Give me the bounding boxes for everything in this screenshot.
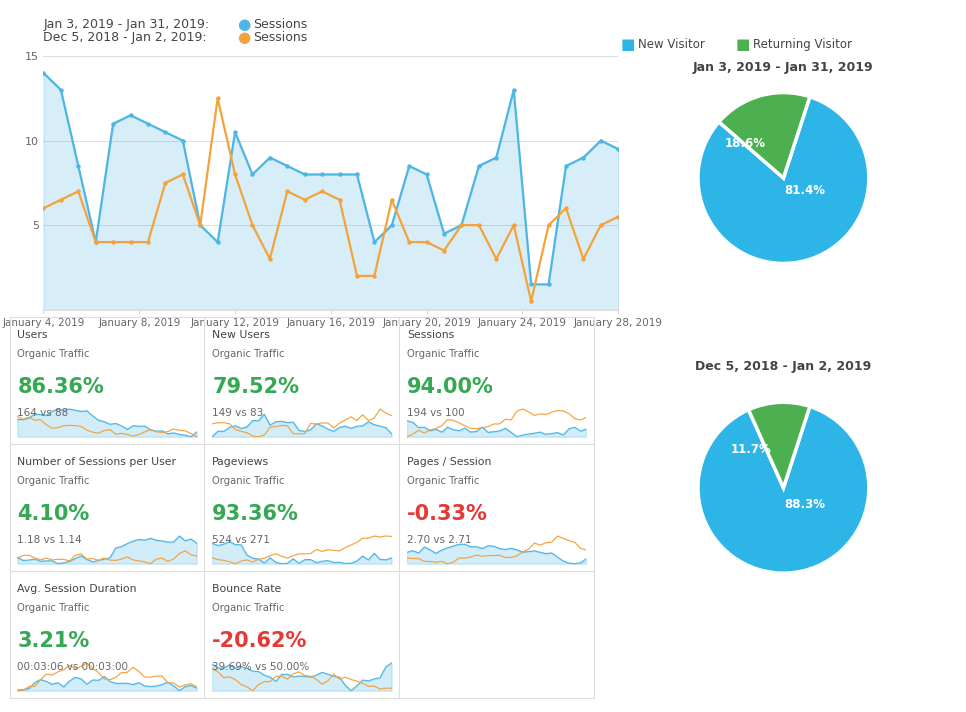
Text: 88.3%: 88.3% [784,498,825,511]
Text: Jan 3, 2019 - Jan 31, 2019:: Jan 3, 2019 - Jan 31, 2019: [43,19,210,31]
Text: 86.36%: 86.36% [17,377,104,397]
Text: 79.52%: 79.52% [213,377,299,397]
Text: ■: ■ [736,36,751,52]
Text: 3.21%: 3.21% [17,632,90,651]
Text: Organic Traffic: Organic Traffic [17,349,90,359]
Text: 524 vs 271: 524 vs 271 [213,535,270,545]
Text: Organic Traffic: Organic Traffic [17,476,90,486]
Text: Sessions: Sessions [407,330,454,340]
Text: Dec 5, 2018 - Jan 2, 2019:: Dec 5, 2018 - Jan 2, 2019: [43,31,207,43]
Text: Returning Visitor: Returning Visitor [753,38,852,51]
Text: ■: ■ [620,36,635,52]
Text: 39.69% vs 50.00%: 39.69% vs 50.00% [213,662,309,672]
Text: Bounce Rate: Bounce Rate [213,584,281,594]
Text: ●: ● [237,17,250,33]
Text: 1.18 vs 1.14: 1.18 vs 1.14 [17,535,82,545]
Text: Number of Sessions per User: Number of Sessions per User [17,456,177,466]
Text: New Visitor: New Visitor [638,38,704,51]
Text: 194 vs 100: 194 vs 100 [407,408,465,418]
Wedge shape [749,402,810,488]
Text: Organic Traffic: Organic Traffic [213,349,285,359]
Text: 11.7%: 11.7% [730,443,771,456]
Text: Pages / Session: Pages / Session [407,456,492,466]
Text: Organic Traffic: Organic Traffic [213,476,285,486]
Text: Jan 3, 2019 - Jan 31, 2019: Jan 3, 2019 - Jan 31, 2019 [694,61,873,74]
Text: Organic Traffic: Organic Traffic [407,476,479,486]
Text: 2.70 vs 2.71: 2.70 vs 2.71 [407,535,471,545]
Text: 164 vs 88: 164 vs 88 [17,408,69,418]
Wedge shape [698,407,868,573]
Text: 18.6%: 18.6% [724,137,765,150]
Text: Organic Traffic: Organic Traffic [17,603,90,613]
Text: 81.4%: 81.4% [784,184,825,197]
Text: 00:03:06 vs 00:03:00: 00:03:06 vs 00:03:00 [17,662,128,672]
Text: Pageviews: Pageviews [213,456,270,466]
Text: Organic Traffic: Organic Traffic [407,349,479,359]
Text: 93.36%: 93.36% [213,504,299,524]
Text: Avg. Session Duration: Avg. Session Duration [17,584,137,594]
Wedge shape [698,97,868,263]
Wedge shape [719,93,810,178]
Text: -20.62%: -20.62% [213,632,307,651]
Text: Users: Users [17,330,48,340]
Text: 149 vs 83: 149 vs 83 [213,408,264,418]
Text: Organic Traffic: Organic Traffic [213,603,285,613]
Text: Dec 5, 2018 - Jan 2, 2019: Dec 5, 2018 - Jan 2, 2019 [696,360,871,373]
Text: 94.00%: 94.00% [407,377,494,397]
Text: -0.33%: -0.33% [407,504,488,524]
Text: New Users: New Users [213,330,270,340]
Text: Sessions: Sessions [253,31,307,43]
Text: ●: ● [237,29,250,45]
Text: 4.10%: 4.10% [17,504,90,524]
Text: Sessions: Sessions [253,19,307,31]
